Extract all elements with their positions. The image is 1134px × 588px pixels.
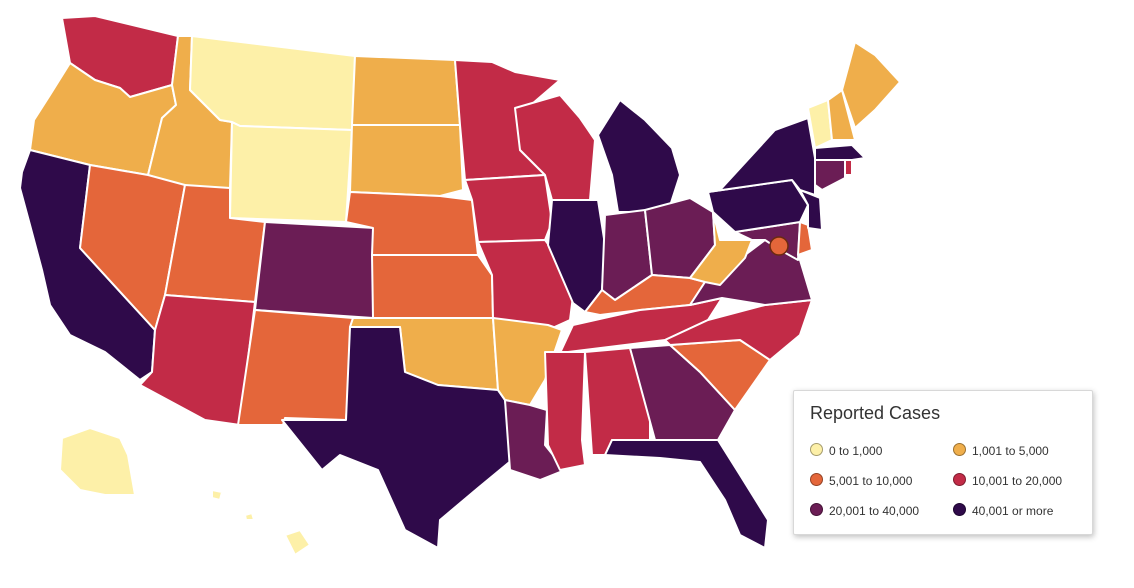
legend-swatch-20001-40000 xyxy=(810,503,823,516)
state-me[interactable] xyxy=(841,41,901,129)
state-nd[interactable] xyxy=(351,55,461,126)
state-co[interactable] xyxy=(254,221,376,319)
state-nm[interactable] xyxy=(237,309,354,426)
legend-title: Reported Cases xyxy=(810,403,941,423)
legend-label-5001-10000: 5,001 to 10,000 xyxy=(829,474,913,488)
state-nc[interactable] xyxy=(664,299,813,361)
legend-label-1001-5000: 1,001 to 5,000 xyxy=(972,444,1049,458)
state-wy[interactable] xyxy=(229,121,353,223)
legend: Reported Cases 0 to 1,000 1,001 to 5,000… xyxy=(793,390,1093,535)
state-sd[interactable] xyxy=(349,124,464,197)
legend-swatch-1001-5000 xyxy=(953,443,966,456)
state-ny[interactable] xyxy=(707,117,816,196)
state-ak[interactable] xyxy=(59,427,136,496)
state-ms[interactable] xyxy=(544,351,586,471)
legend-label-20001-40000: 20,001 to 40,000 xyxy=(829,504,920,518)
state-wv[interactable] xyxy=(689,211,753,286)
state-tn[interactable] xyxy=(559,297,723,354)
state-ma[interactable] xyxy=(814,144,866,161)
state-mi[interactable] xyxy=(597,99,681,213)
legend-item-0-1000: 0 to 1,000 xyxy=(810,443,882,458)
state-nh[interactable] xyxy=(827,89,856,141)
state-ar[interactable] xyxy=(492,317,563,406)
legend-swatch-5001-10000 xyxy=(810,473,823,486)
legend-swatch-10001-20000 xyxy=(953,473,966,486)
state-fl[interactable] xyxy=(604,439,769,549)
legend-item-1001-5000: 1,001 to 5,000 xyxy=(953,443,1049,458)
state-de[interactable] xyxy=(797,221,813,256)
legend-item-5001-10000: 5,001 to 10,000 xyxy=(810,473,912,488)
state-ks[interactable] xyxy=(371,254,494,319)
legend-label-10001-20000: 10,001 to 20,000 xyxy=(972,474,1063,488)
state-ct[interactable] xyxy=(814,157,846,191)
state-nj[interactable] xyxy=(799,189,823,231)
state-ri[interactable] xyxy=(844,159,853,176)
state-mt[interactable] xyxy=(189,35,356,131)
legend-swatch-40001-or-more xyxy=(953,503,966,516)
state-tx[interactable] xyxy=(281,326,513,549)
legend-item-20001-40000: 20,001 to 40,000 xyxy=(810,503,919,518)
legend-label-40001-or-more: 40,001 or more xyxy=(972,504,1054,518)
state-dc-marker[interactable] xyxy=(769,236,789,256)
legend-label-0-1000: 0 to 1,000 xyxy=(829,444,883,458)
state-hi[interactable] xyxy=(211,489,311,556)
state-ia[interactable] xyxy=(464,174,553,243)
legend-swatch-0-1000 xyxy=(810,443,823,456)
legend-item-40001-or-more: 40,001 or more xyxy=(953,503,1053,518)
legend-item-10001-20000: 10,001 to 20,000 xyxy=(953,473,1062,488)
